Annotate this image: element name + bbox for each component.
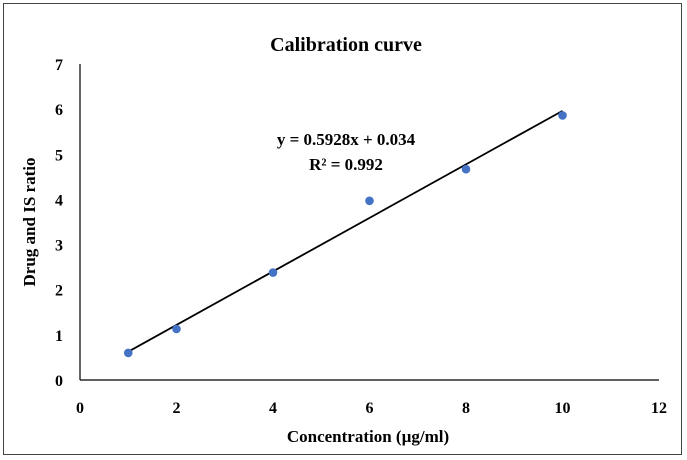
y-tick-labels: 0 1 2 3 4 5 6 7: [55, 57, 63, 390]
x-tick-label: 12: [651, 400, 667, 417]
x-tick-label: 4: [269, 400, 277, 417]
y-tick-label: 6: [55, 102, 63, 119]
y-tick-label: 0: [55, 373, 63, 390]
y-tick-label: 7: [55, 57, 63, 74]
data-point: [365, 196, 374, 206]
x-tick-label: 0: [76, 400, 84, 417]
y-tick-label: 4: [55, 192, 63, 209]
axes: [79, 64, 659, 381]
equation-label: y = 0.5928x + 0.034: [277, 130, 416, 149]
y-tick-label: 2: [55, 283, 63, 300]
x-tick-label: 2: [173, 400, 181, 417]
data-point: [172, 324, 181, 334]
x-axis-label: Concentration (µg/ml): [287, 427, 449, 446]
data-point: [123, 348, 133, 358]
y-tick-label: 3: [55, 238, 63, 255]
chart-title: Calibration curve: [270, 34, 422, 56]
data-point: [461, 164, 471, 174]
y-axis-label: Drug and IS ratio: [20, 158, 39, 287]
y-tick-label: 5: [55, 147, 63, 164]
data-points: [123, 111, 567, 358]
x-tick-label: 10: [555, 400, 571, 417]
x-tick-labels: 0 2 4 6 8 10 12: [76, 400, 667, 417]
y-tick-label: 1: [55, 328, 63, 345]
data-point: [558, 111, 567, 120]
trendline: [127, 110, 563, 353]
x-tick-label: 8: [462, 400, 470, 417]
x-tick-label: 6: [366, 400, 374, 417]
r-squared-label: R² = 0.992: [309, 155, 383, 174]
data-point: [268, 268, 278, 277]
